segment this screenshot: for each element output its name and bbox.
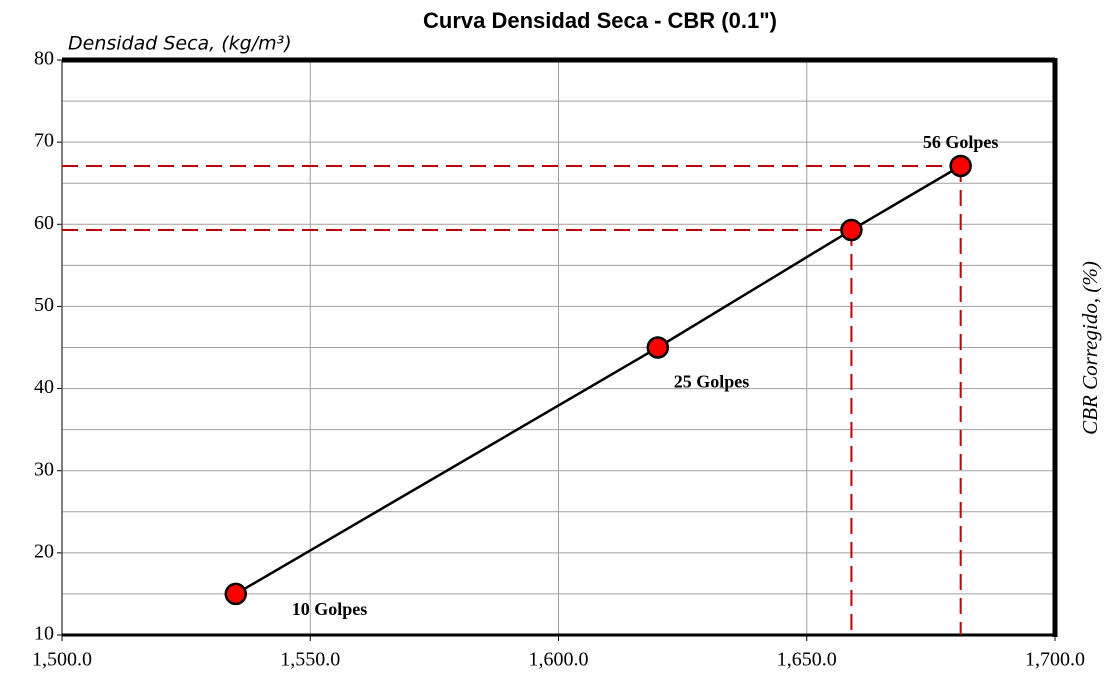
y-tick-label: 30	[34, 458, 54, 480]
line	[235, 164, 962, 596]
marker	[646, 336, 670, 359]
chart-title: Curva Densidad Seca - CBR (0.1")	[423, 8, 777, 33]
x-tick-label: 1,600.0	[529, 649, 589, 671]
x-tick-label: 1,700.0	[1025, 649, 1085, 671]
x-axis-label: Densidad Seca, (kg/m³)	[68, 33, 292, 55]
marker	[840, 218, 863, 242]
point-label: 56 Golpes	[923, 132, 999, 152]
point-label: 25 Golpes	[674, 372, 750, 392]
y-tick-label: 70	[34, 130, 54, 152]
x-tick-label: 1,650.0	[777, 649, 837, 671]
y-tick-label: 40	[34, 376, 54, 398]
y-tick-label: 20	[34, 540, 54, 562]
x-tick-label: 1,500.0	[32, 649, 92, 671]
point-label: 10 Golpes	[292, 599, 368, 619]
y-axis-label: CBR Corregido, (%)	[1078, 261, 1102, 435]
y-tick-label: 80	[34, 48, 54, 70]
y-tick-label: 50	[34, 294, 54, 316]
marker	[949, 154, 972, 178]
y-tick-label: 10	[34, 623, 54, 645]
y-tick-label: 60	[34, 212, 54, 234]
x-tick-label: 1,550.0	[280, 649, 340, 671]
marker	[224, 582, 248, 606]
